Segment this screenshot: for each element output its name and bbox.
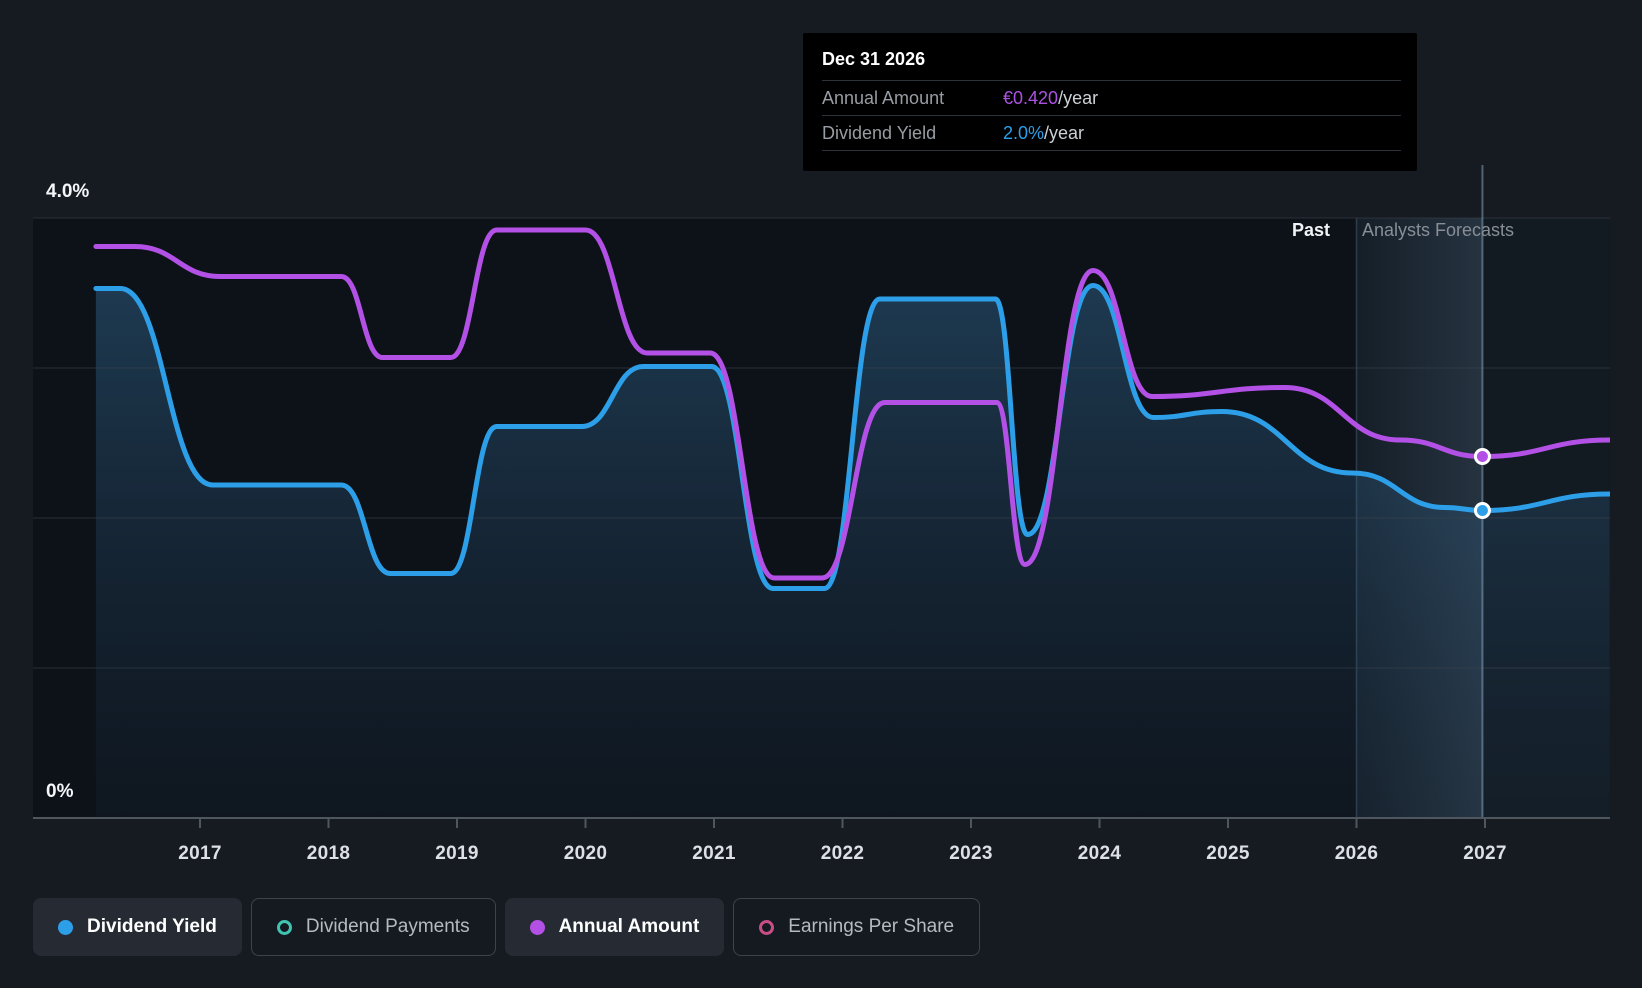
legend-item-label: Dividend Yield: [87, 916, 217, 937]
marker-annual-amount[interactable]: [1473, 448, 1491, 465]
tooltip-date: Dec 31 2026: [822, 45, 1401, 81]
chart-tooltip: Dec 31 2026 Annual Amount €0.420/year Di…: [803, 33, 1417, 171]
y-axis-label-top: 4.0%: [46, 181, 90, 202]
tooltip-suffix-dividend-yield: /year: [1044, 122, 1085, 143]
analysts-forecasts-label: Analysts Forecasts: [1362, 220, 1515, 240]
tooltip-value-dividend-yield: 2.0%: [1003, 122, 1045, 143]
legend: Dividend Yield Dividend Payments Annual Am…: [33, 898, 981, 956]
x-axis-label-2021: 2021: [692, 843, 736, 864]
annual-amount-legend-dot-icon: [529, 919, 545, 935]
tooltip-suffix-annual-amount: /year: [1058, 87, 1099, 108]
tooltip-row-dividend-yield: Dividend Yield 2.0%/year: [822, 116, 1401, 151]
x-axis-label-2020: 2020: [563, 843, 608, 864]
x-axis-label-2018: 2018: [306, 843, 351, 864]
legend-item-label: Annual Amount: [558, 916, 700, 937]
earnings-per-share-legend-dot-icon: [759, 919, 775, 935]
marker-dividend-yield[interactable]: [1473, 502, 1491, 519]
dividend-yield-line[interactable]: [93, 282, 1610, 591]
x-axis-label-2017: 2017: [178, 843, 222, 864]
x-axis-label-2023: 2023: [949, 843, 993, 864]
legend-item-label: Dividend Payments: [305, 916, 470, 937]
tooltip-label-annual-amount: Annual Amount: [822, 87, 945, 108]
annual-amount-line[interactable]: [93, 227, 1610, 581]
legend-item-earnings-per-share[interactable]: Earnings Per Share: [733, 898, 981, 956]
x-axis-label-2025: 2025: [1206, 843, 1250, 864]
legend-item-label: Earnings Per Share: [788, 916, 955, 937]
past-label: Past: [1291, 220, 1330, 240]
tooltip-row-annual-amount: Annual Amount €0.420/year: [822, 81, 1401, 116]
dividend-payments-legend-dot-icon: [276, 919, 292, 935]
legend-item-dividend-payments[interactable]: Dividend Payments: [250, 898, 496, 956]
tooltip-value-annual-amount: €0.420: [1003, 87, 1059, 108]
x-axis-label-2024: 2024: [1077, 843, 1122, 864]
x-axis-label-2019: 2019: [435, 843, 479, 864]
tooltip-label-dividend-yield: Dividend Yield: [822, 122, 937, 143]
x-axis-label-2022: 2022: [820, 843, 865, 864]
x-axis-label-2026: 2026: [1334, 843, 1379, 864]
legend-item-dividend-yield[interactable]: Dividend Yield: [33, 898, 242, 956]
y-axis-label-bottom: 0%: [46, 781, 74, 802]
x-axis-label-2027: 2027: [1463, 843, 1507, 864]
dividend-yield-legend-dot-icon: [58, 919, 73, 935]
legend-item-annual-amount[interactable]: Annual Amount: [504, 898, 725, 956]
dividend-yield-area: [95, 285, 1610, 818]
